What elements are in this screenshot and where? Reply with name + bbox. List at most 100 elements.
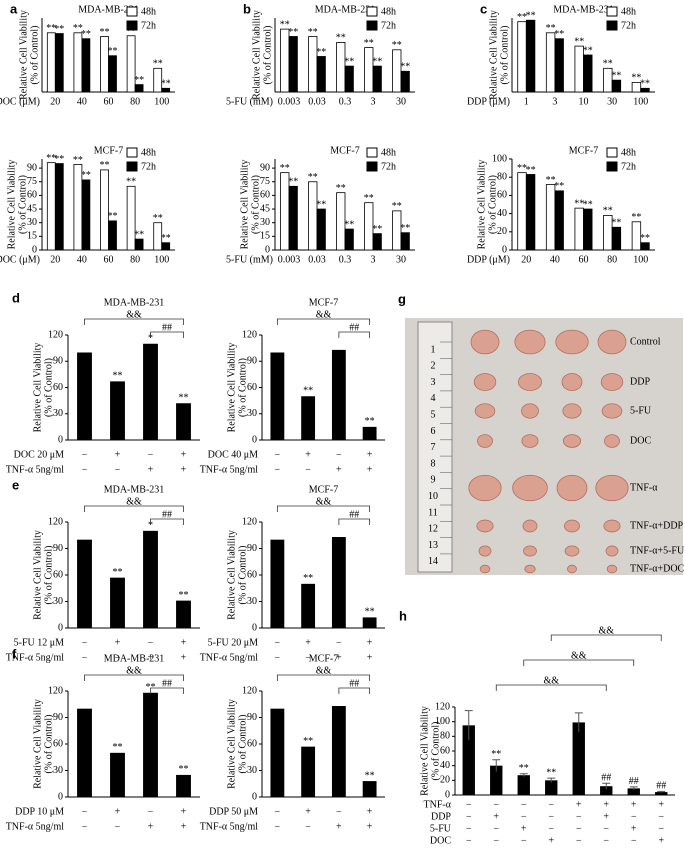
ruler-number: 1 (431, 344, 436, 355)
condition-mark: + (305, 637, 311, 648)
condition-mark: + (305, 806, 311, 817)
legend-label: 48h (621, 147, 636, 158)
condition-mark: − (148, 637, 154, 648)
legend-swatch (366, 6, 378, 17)
y-tick-label: 40 (497, 208, 507, 219)
condition-mark: − (115, 652, 121, 663)
error-bar (519, 773, 528, 777)
bar (362, 617, 377, 628)
chart-title: MDA-MB-231 (553, 4, 614, 15)
bar (176, 600, 191, 628)
y-tick-label: 60 (247, 382, 257, 393)
condition-mark: − (466, 799, 472, 810)
error-bar (629, 786, 638, 790)
x-tick-label: 40 (77, 96, 87, 107)
significance-label: ** (392, 201, 402, 212)
x-axis-label: 5-FU (mM) (226, 96, 273, 107)
significance-label: ** (303, 736, 313, 747)
chart-title: MCF-7 (309, 297, 338, 308)
comparison-bracket (150, 518, 184, 525)
condition-mark: − (305, 652, 311, 663)
y-axis-label: Relative Cell Viability (226, 343, 237, 433)
y-tick-label: 0 (265, 244, 270, 255)
condition-mark: − (148, 449, 154, 460)
condition-mark: − (493, 799, 499, 810)
significance-label: ** (73, 23, 83, 34)
x-axis-label: DOC (μM) (0, 254, 40, 265)
y-tick-label: 30 (53, 408, 63, 419)
condition-mark: + (336, 652, 342, 663)
y-tick-label: 0 (58, 622, 63, 633)
significance-label: ** (280, 163, 290, 174)
bar (372, 65, 382, 93)
tumor (478, 545, 492, 557)
ruler-number: 5 (431, 409, 436, 420)
bar (46, 32, 56, 93)
legend-swatch (366, 147, 378, 158)
tumor (476, 519, 494, 533)
y-axis-label: Relative Cell Viability (32, 530, 43, 620)
y-axis-label: (% of Control) (430, 722, 441, 781)
comparison-bracket (338, 687, 371, 694)
condition-mark: − (466, 823, 472, 834)
tumor (512, 474, 548, 502)
bar (134, 238, 144, 251)
bar (331, 706, 346, 797)
y-tick-label: 120 (48, 329, 63, 340)
x-tick-label: 0.03 (308, 254, 326, 265)
condition-mark: + (521, 823, 527, 834)
condition-mark: − (631, 835, 637, 846)
comparison-bracket (150, 331, 184, 338)
bar (490, 765, 503, 795)
condition-mark: + (367, 464, 373, 475)
x-tick-label: 100 (154, 96, 169, 107)
panel-label: d (12, 290, 20, 305)
significance-label: ** (100, 160, 110, 171)
bar (301, 396, 316, 440)
error-bar (574, 712, 583, 732)
bar (108, 55, 117, 93)
y-tick-label: 30 (260, 217, 270, 228)
bar (143, 530, 158, 628)
group-label: 5-FU (630, 405, 652, 416)
bar (331, 349, 346, 440)
chart-title: MDA-MB-231 (78, 4, 139, 15)
condition-mark: + (148, 821, 154, 832)
condition-mark: + (148, 652, 154, 663)
bar (572, 722, 585, 795)
x-tick-label: 3 (371, 96, 376, 107)
significance-label: ** (372, 56, 382, 67)
bar (574, 207, 584, 251)
y-tick-label: 120 (48, 685, 63, 696)
y-tick-label: 60 (247, 738, 257, 749)
bar (100, 169, 109, 251)
condition-mark: + (181, 806, 187, 817)
significance-label: * (148, 520, 153, 531)
bar (308, 181, 318, 251)
condition-label: 5-FU 12 μM (14, 637, 64, 648)
bar (364, 47, 374, 93)
condition-mark: + (115, 806, 121, 817)
y-axis-label: (% of Control) (29, 26, 40, 85)
bar (611, 226, 622, 251)
bar (640, 242, 650, 251)
significance-label: ** (81, 29, 91, 40)
condition-label: TNF-α 5ng/ml (6, 821, 65, 832)
y-tick-label: 0 (252, 434, 257, 445)
bar (583, 208, 593, 251)
bar (110, 577, 125, 628)
ruler-number: 4 (431, 393, 436, 404)
comparison-label: ## (162, 678, 172, 689)
tumor (567, 564, 577, 574)
bar (143, 692, 158, 797)
error-bar (547, 777, 556, 783)
bar (517, 775, 530, 795)
ruler-number: 6 (431, 426, 436, 437)
significance-label: ** (546, 23, 556, 34)
bar (288, 185, 298, 251)
significance-label: ** (344, 219, 354, 230)
condition-mark: − (275, 449, 281, 460)
comparison-label: && (543, 675, 559, 686)
bar (73, 32, 83, 93)
